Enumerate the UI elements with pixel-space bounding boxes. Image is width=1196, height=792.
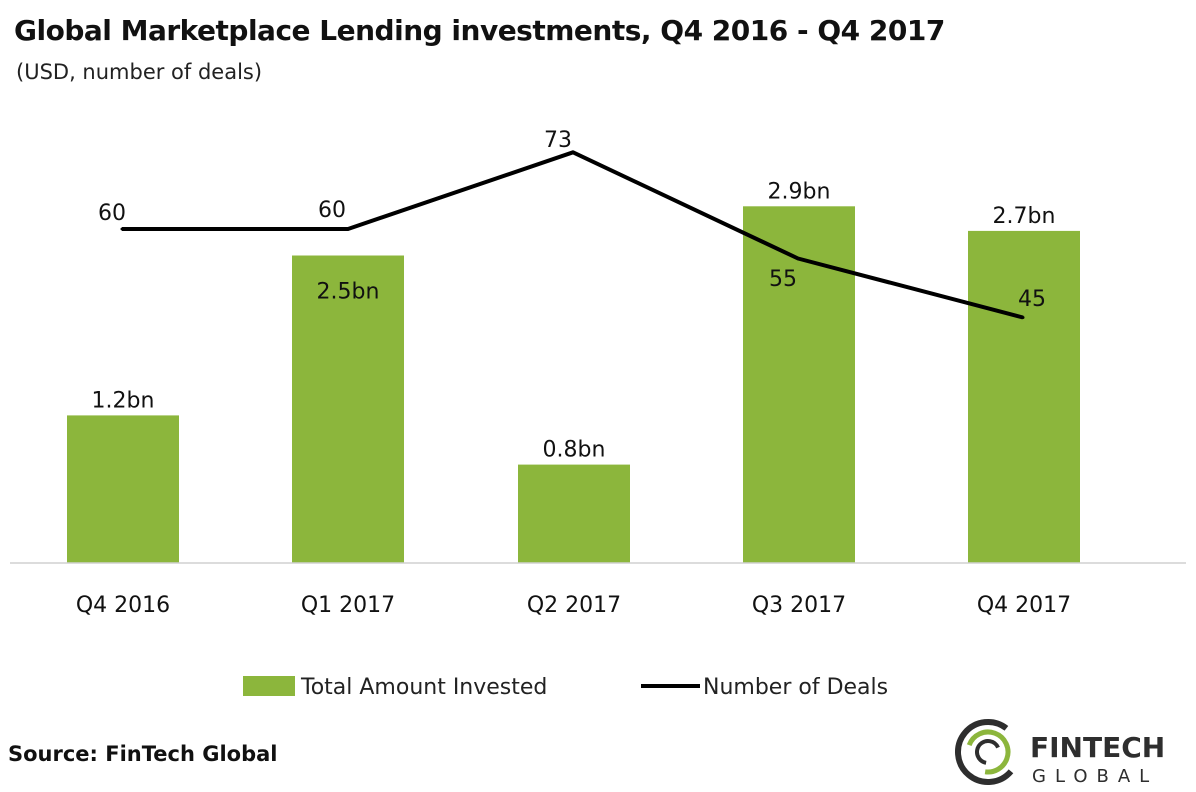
legend-label-line: Number of Deals [703,675,888,700]
deals-point [796,257,800,260]
data-labels: 1.2bn 2.5bn 0.8bn 2.9bn 2.7bn 60 60 73 55 45 [92,128,1056,463]
x-tick-label: Q4 2016 [76,593,170,618]
bar-q3-2017 [743,206,855,564]
bar-q4-2016 [67,415,179,563]
x-axis-ticks: Q4 2016 Q1 2017 Q2 2017 Q3 2017 Q4 2017 [76,593,1071,618]
bar-q4-2017 [968,230,1080,563]
line-series [120,150,1025,320]
chart-subtitle: (USD, number of deals) [16,60,263,84]
legend-label-bar: Total Amount Invested [300,675,547,700]
bar-value-label: 2.7bn [993,204,1056,229]
deals-line [122,150,1024,320]
deals-value-label: 55 [769,267,797,292]
chart-title: Global Marketplace Lending investments, … [14,14,945,47]
source-note: Source: FinTech Global [8,742,278,766]
fintech-global-logo: FINTECH GLOBAL [955,719,1165,787]
x-tick-label: Q3 2017 [752,593,846,618]
deals-point [120,227,124,231]
bar-q1-2017 [292,255,404,563]
chart-plot: Q4 2016 Q1 2017 Q2 2017 Q3 2017 Q4 2017 1.2b… [10,128,1186,700]
bar-value-label: 2.9bn [768,179,831,204]
deals-value-label: 60 [98,201,126,226]
legend-swatch-bar [243,676,295,696]
deals-value-label: 73 [544,128,572,153]
x-tick-label: Q1 2017 [301,593,395,618]
deals-value-label: 45 [1018,287,1046,312]
x-tick-label: Q2 2017 [527,593,621,618]
deals-point [1021,316,1025,319]
x-tick-label: Q4 2017 [977,593,1071,618]
bar-q2-2017 [518,464,630,563]
deals-value-label: 60 [318,198,346,223]
logo-text-global: GLOBAL [1032,766,1158,787]
deals-point [346,227,350,231]
logo-text-fintech: FINTECH [1030,731,1165,764]
bar-value-label: 2.5bn [317,280,380,305]
deals-point [571,150,575,154]
bar-value-label: 0.8bn [543,438,606,463]
legend: Total Amount Invested Number of Deals [243,675,888,700]
logo-swirl-icon [955,719,1021,785]
bar-series [67,206,1080,564]
bar-value-label: 1.2bn [92,388,155,413]
